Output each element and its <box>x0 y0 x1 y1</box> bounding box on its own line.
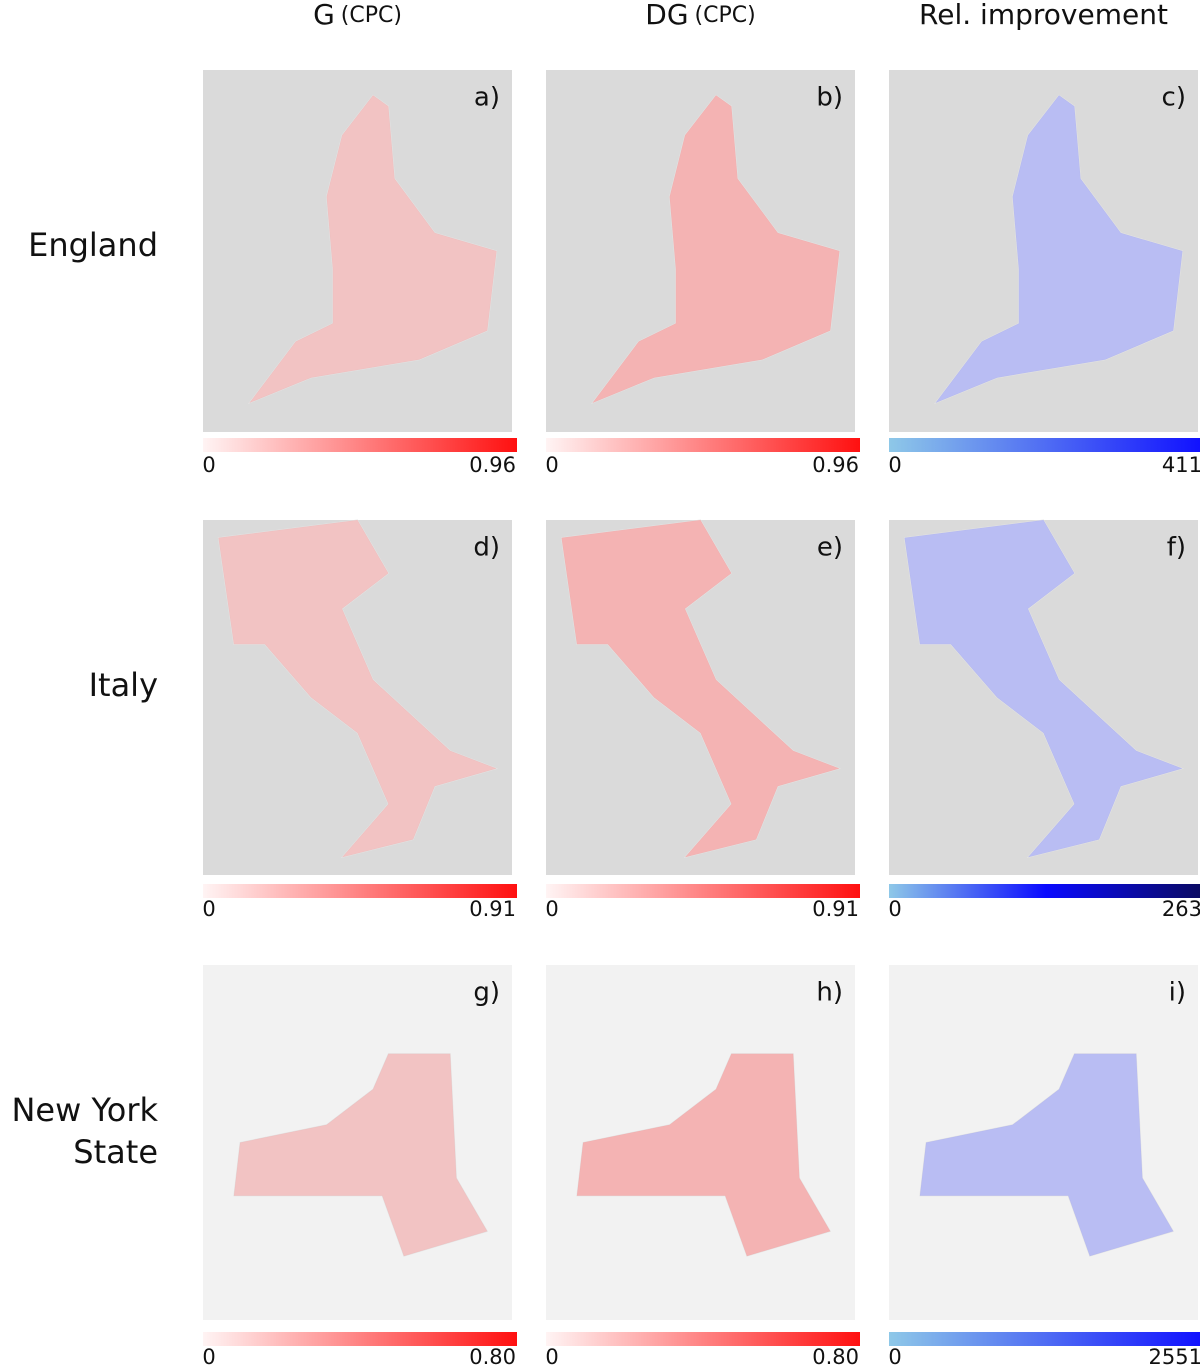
panel-letter: e) <box>817 533 843 563</box>
colorbar-max-label: 0.91 <box>469 897 516 921</box>
colorbar-min-label: 0 <box>888 897 901 921</box>
row-label-line: New York <box>11 1091 158 1129</box>
colorbar <box>203 438 517 452</box>
colorbar-min-label: 0 <box>545 1345 558 1366</box>
map-panel: h) <box>546 965 855 1320</box>
row-label: New York State <box>11 1091 158 1171</box>
map-panel: b) <box>546 70 855 432</box>
colorbar <box>546 1332 860 1346</box>
panel-letter: g) <box>473 978 500 1008</box>
land-region <box>217 519 499 859</box>
map-panel: g) <box>203 965 512 1320</box>
heat-region <box>561 520 840 858</box>
land-region <box>247 94 498 405</box>
colorbar-min-label: 0 <box>888 453 901 477</box>
panel-letter: c) <box>1162 83 1186 113</box>
heat-region <box>576 1053 831 1257</box>
colorbar <box>203 1332 517 1346</box>
heat-region <box>592 95 840 404</box>
column-symbol: G <box>313 0 335 31</box>
heat-region <box>233 1053 488 1257</box>
column-header: Rel. improvement <box>919 0 1168 31</box>
land-region <box>560 519 842 859</box>
heat-region <box>218 520 497 858</box>
colorbar <box>889 1332 1200 1346</box>
row-label: Italy <box>89 666 158 704</box>
land-region <box>919 1053 1175 1257</box>
colorbar-max-label: 411 <box>1162 453 1200 477</box>
row-label: England <box>28 226 158 264</box>
panel-letter: a) <box>474 83 500 113</box>
colorbar <box>546 438 860 452</box>
heat-region <box>935 95 1183 404</box>
land-region <box>576 1053 832 1257</box>
colorbar <box>889 884 1200 898</box>
colorbar-max-label: 0.96 <box>812 453 859 477</box>
column-suffix: (CPC) <box>341 3 402 28</box>
column-symbol: Rel. improvement <box>919 0 1168 31</box>
colorbar-max-label: 2551 <box>1149 1345 1200 1366</box>
row-label-line: Italy <box>89 666 158 704</box>
colorbar-max-label: 0.96 <box>469 453 516 477</box>
column-symbol: DG <box>645 0 688 31</box>
colorbar-min-label: 0 <box>545 453 558 477</box>
map-panel: d) <box>203 519 512 875</box>
colorbar <box>889 438 1200 452</box>
map-panel: f) <box>889 519 1198 875</box>
panel-letter: i) <box>1169 978 1186 1008</box>
row-label-line: State <box>73 1133 158 1171</box>
colorbar-min-label: 0 <box>545 897 558 921</box>
map-panel: c) <box>889 70 1198 432</box>
panel-letter: f) <box>1167 533 1186 563</box>
colorbar-min-label: 0 <box>202 1345 215 1366</box>
map-panel: i) <box>889 965 1198 1320</box>
land-region <box>590 94 841 405</box>
row-label-line: England <box>28 226 158 264</box>
colorbar-min-label: 0 <box>202 897 215 921</box>
colorbar-max-label: 0.80 <box>469 1345 516 1366</box>
colorbar-max-label: 0.80 <box>812 1345 859 1366</box>
panel-letter: d) <box>473 533 500 563</box>
heat-region <box>904 520 1183 858</box>
heat-region <box>919 1053 1174 1257</box>
heat-region <box>249 95 497 404</box>
colorbar-min-label: 0 <box>202 453 215 477</box>
colorbar-max-label: 0.91 <box>812 897 859 921</box>
panel-letter: h) <box>816 978 843 1008</box>
map-panel: a) <box>203 70 512 432</box>
column-header: G (CPC) <box>313 0 402 31</box>
colorbar <box>203 884 517 898</box>
colorbar-min-label: 0 <box>888 1345 901 1366</box>
land-region <box>233 1053 489 1257</box>
panel-letter: b) <box>816 83 843 113</box>
land-region <box>933 94 1184 405</box>
map-panel: e) <box>546 519 855 875</box>
colorbar-max-label: 263 <box>1162 897 1200 921</box>
column-header: DG (CPC) <box>645 0 755 31</box>
land-region <box>903 519 1185 859</box>
colorbar <box>546 884 860 898</box>
column-suffix: (CPC) <box>695 3 756 28</box>
